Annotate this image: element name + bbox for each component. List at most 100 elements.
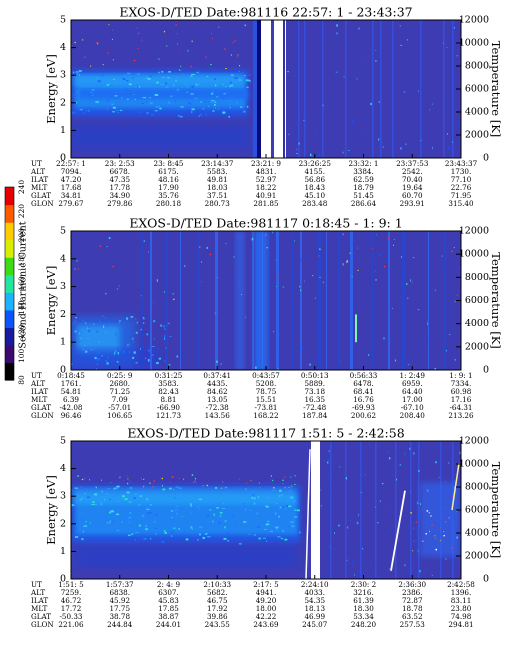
intensity-speck	[190, 526, 193, 529]
intensity-speck	[270, 475, 272, 477]
intensity-speck	[432, 146, 433, 150]
intensity-speck	[106, 246, 108, 247]
table-cell: 17.16	[451, 395, 472, 404]
intensity-speck	[388, 457, 391, 460]
intensity-speck	[452, 141, 454, 143]
intensity-speck	[78, 72, 80, 74]
intensity-speck	[122, 495, 125, 498]
intensity-speck	[328, 458, 330, 461]
intensity-speck	[105, 330, 107, 334]
intensity-speck	[404, 453, 405, 455]
intensity-speck	[107, 108, 108, 110]
y2-tick-label: 4000	[465, 107, 489, 118]
table-cell: 15.51	[256, 395, 277, 404]
intensity-speck	[142, 317, 145, 320]
intensity-speck	[86, 73, 90, 75]
intensity-speck	[299, 532, 301, 534]
colorbar-swatch	[5, 239, 14, 258]
intensity-speck	[168, 101, 171, 104]
intensity-speck	[171, 535, 173, 537]
intensity-speck	[152, 301, 155, 304]
intensity-speck	[323, 34, 326, 35]
intensity-speck	[435, 548, 437, 551]
intensity-speck	[95, 101, 99, 103]
intensity-speck	[71, 504, 75, 507]
intensity-speck	[153, 480, 155, 482]
intensity-speck	[226, 250, 228, 253]
colorbar-swatch	[5, 344, 14, 364]
intensity-speck	[431, 524, 433, 526]
intensity-speck	[228, 116, 230, 118]
intensity-speck	[221, 109, 225, 111]
table-cell: 35.76	[158, 191, 179, 200]
intensity-speck	[404, 564, 406, 567]
intensity-speck	[273, 330, 275, 333]
intensity-speck	[103, 325, 105, 328]
colorbar-tick-label: 180	[17, 252, 26, 267]
table-row-label: GLAT	[31, 191, 51, 200]
intensity-speck	[132, 356, 135, 359]
intensity-speck	[145, 526, 147, 528]
intensity-speck	[170, 481, 171, 483]
intensity-speck	[418, 470, 420, 472]
intensity-speck	[134, 532, 138, 533]
intensity-speck	[362, 133, 364, 135]
intensity-speck	[266, 523, 270, 526]
intensity-speck	[178, 528, 180, 530]
intensity-speck	[253, 502, 256, 505]
intensity-speck	[379, 576, 381, 578]
intensity-speck	[290, 496, 294, 499]
intensity-speck	[369, 443, 371, 446]
y2-tick-label: 4000	[465, 528, 489, 539]
intensity-speck	[191, 85, 195, 88]
intensity-speck	[214, 104, 216, 106]
data-gap-streak	[305, 449, 311, 579]
y2-tick-label: 12000	[459, 436, 489, 447]
intensity-speck	[221, 487, 223, 489]
intensity-speck	[159, 94, 162, 97]
intensity-speck	[249, 507, 251, 509]
intensity-speck	[158, 348, 159, 349]
table-cell: 54.35	[304, 596, 325, 605]
table-cell: 0:37:41	[203, 371, 231, 380]
table-cell: 13.05	[207, 395, 228, 404]
colorbar-tick-label: 220	[17, 204, 26, 219]
intensity-speck	[224, 48, 226, 50]
intensity-speck	[434, 289, 437, 291]
intensity-speck	[281, 494, 283, 496]
table-cell: 143.56	[205, 411, 231, 420]
table-cell: 77.10	[451, 175, 472, 184]
table-row-label: ILAT	[31, 596, 48, 605]
intensity-speck	[71, 111, 76, 114]
intensity-speck	[212, 91, 213, 94]
energy-band	[253, 20, 257, 158]
intensity-speck	[404, 451, 407, 454]
table-cell: 6838.	[109, 588, 130, 597]
intensity-speck	[266, 497, 269, 499]
intensity-speck	[453, 487, 456, 488]
intensity-speck	[136, 27, 138, 29]
intensity-speck	[316, 154, 317, 157]
intensity-speck	[418, 90, 419, 93]
intensity-speck	[167, 322, 170, 324]
intensity-speck	[219, 514, 222, 517]
intensity-speck	[127, 478, 129, 480]
intensity-speck	[130, 316, 134, 318]
table-cell: 187.84	[302, 411, 328, 420]
intensity-speck	[97, 351, 100, 354]
intensity-speck	[229, 103, 231, 106]
intensity-speck	[320, 489, 322, 491]
intensity-speck	[160, 324, 163, 327]
intensity-speck	[146, 112, 149, 114]
intensity-speck	[82, 349, 85, 350]
intensity-speck	[122, 78, 126, 80]
intensity-speck	[74, 320, 76, 323]
intensity-speck	[214, 78, 217, 80]
intensity-speck	[223, 503, 224, 504]
intensity-speck	[256, 512, 259, 515]
intensity-speck	[105, 293, 107, 295]
intensity-speck	[143, 240, 145, 242]
table-cell: 1: 2:49	[400, 371, 426, 380]
intensity-speck	[160, 537, 162, 539]
table-cell: 0:50:13	[301, 371, 329, 380]
